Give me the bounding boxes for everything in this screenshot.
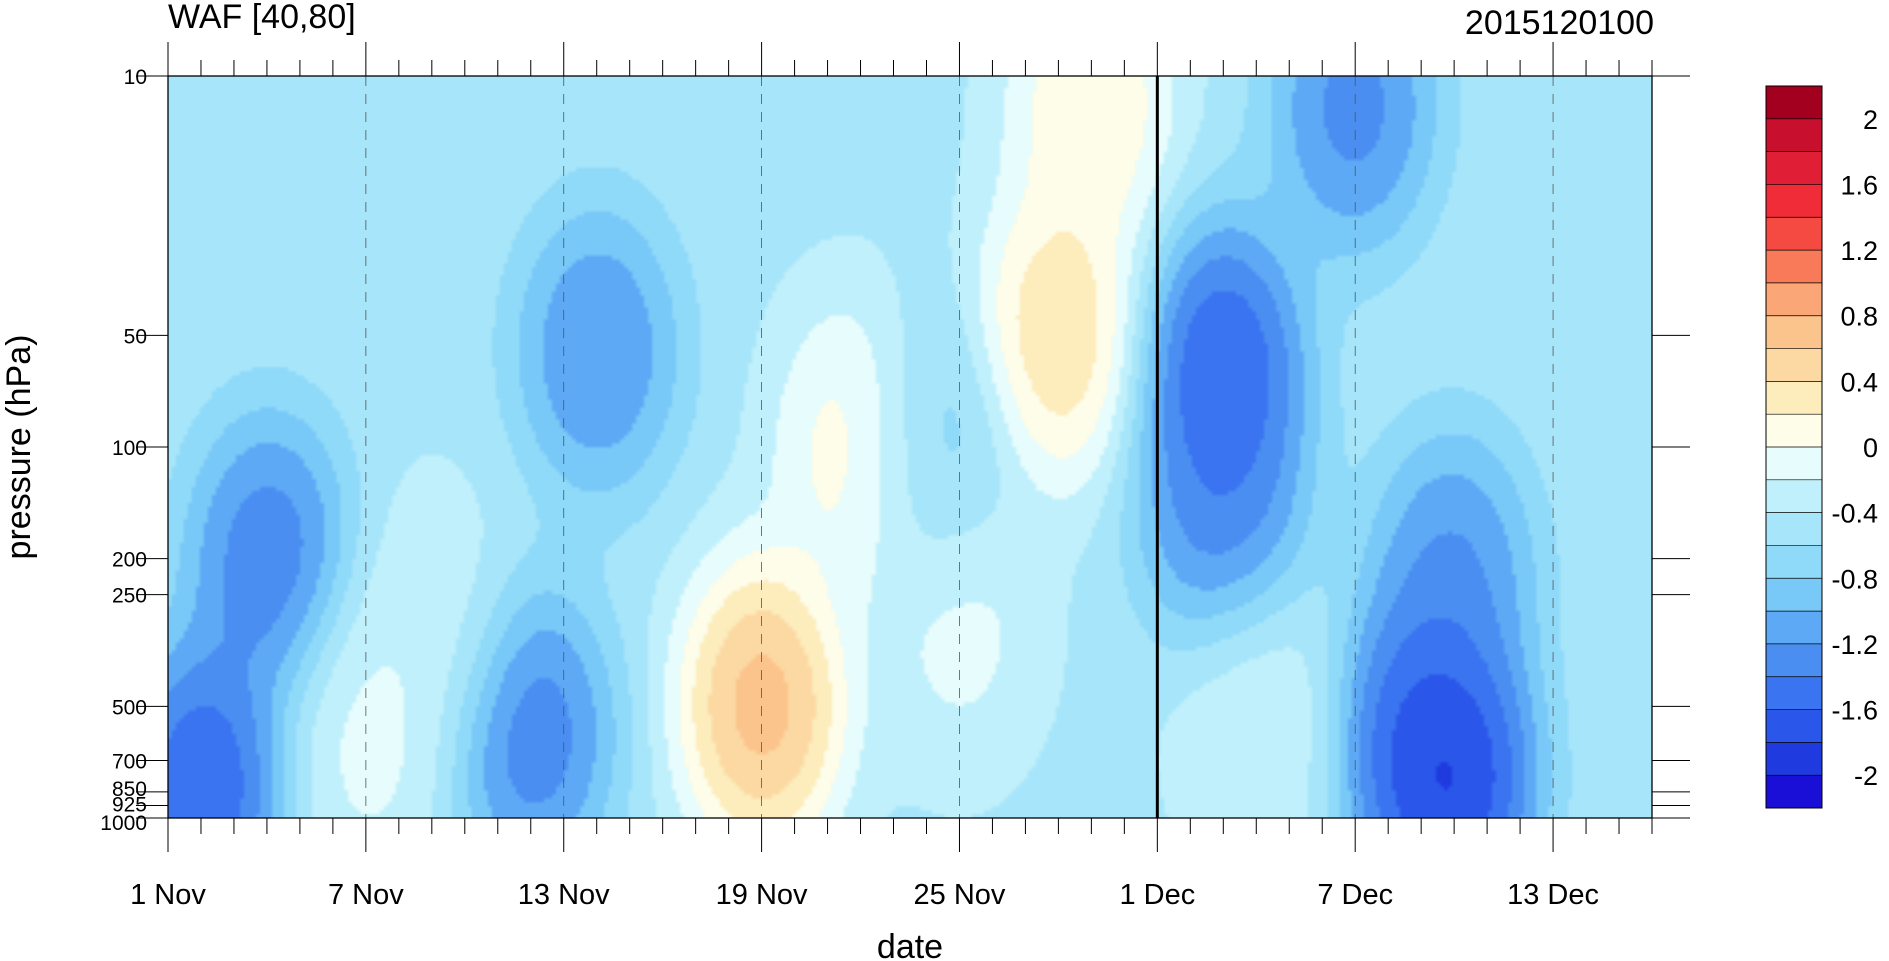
colorbar-swatch: [1766, 545, 1822, 579]
x-tick-label: 1 Dec: [1119, 879, 1195, 911]
y-tick-label: 925: [112, 793, 147, 816]
colorbar-swatch: [1766, 381, 1822, 415]
y-tick-label: 50: [124, 325, 147, 348]
colorbar-swatch: [1766, 250, 1822, 284]
colorbar-label: 1.2: [1840, 236, 1878, 266]
x-axis-label: date: [877, 928, 943, 961]
y-tick-label: 250: [112, 585, 147, 608]
y-axis-label: pressure (hPa): [0, 335, 38, 560]
colorbar-swatch: [1766, 742, 1822, 776]
plot-frame: [167, 75, 1653, 819]
chart-title: WAF [40,80]: [168, 0, 356, 36]
colorbar-swatch: [1766, 184, 1822, 218]
colorbar-label: -1.2: [1831, 630, 1878, 660]
colorbar-swatch: [1766, 348, 1822, 382]
colorbar-swatch: [1766, 479, 1822, 514]
y-tick-label: 500: [112, 696, 147, 719]
waf-field-image: [168, 76, 1652, 818]
x-tick-label: 19 Nov: [716, 879, 808, 911]
colorbar-label: -0.4: [1831, 499, 1878, 529]
y-tick-label: 1000: [100, 812, 147, 835]
y-tick-label: 700: [112, 751, 147, 774]
colorbar-label: 0: [1863, 433, 1878, 463]
colorbar-label: -1.6: [1831, 696, 1878, 726]
colorbar-swatch: [1766, 447, 1822, 481]
y-tick-label: 850: [112, 778, 147, 801]
colorbar-swatch: [1766, 643, 1822, 678]
colorbar-swatch: [1766, 512, 1822, 546]
y-tick-label: 200: [112, 549, 147, 572]
colorbar-label: -2: [1854, 761, 1878, 791]
x-tick-label: 13 Nov: [518, 879, 610, 911]
colorbar-label: 1.6: [1840, 170, 1878, 200]
colorbar-swatch: [1766, 315, 1822, 349]
plot-area: 1 Nov 7 Nov 13 Nov 19 Nov 25 Nov 1 Dec 7 Dec 13…: [100, 42, 1690, 911]
chart-subtitle: 2015120100: [1465, 4, 1654, 42]
axis-ticks: 1 Nov 7 Nov 13 Nov 19 Nov 25 Nov 1 Dec 7 Dec 13…: [100, 42, 1690, 911]
x-tick-label: 13 Dec: [1507, 879, 1599, 911]
colorbar-frame: [1765, 85, 1823, 809]
colorbar-swatch: [1766, 217, 1822, 251]
colorbar-swatch: [1766, 709, 1822, 743]
colorbar-swatch: [1766, 118, 1822, 153]
colorbar-label: -0.8: [1831, 564, 1878, 594]
colorbar-swatch: [1766, 414, 1822, 448]
colorbar-swatch: [1766, 282, 1822, 317]
colorbar-swatch: [1766, 775, 1822, 809]
y-tick-label: 100: [112, 437, 147, 460]
colorbar-swatch: [1766, 578, 1822, 612]
colorbar-swatch: [1766, 611, 1822, 645]
x-tick-label: 25 Nov: [914, 879, 1006, 911]
x-tick-label: 7 Dec: [1317, 879, 1393, 911]
colorbar-label: 0.4: [1840, 367, 1878, 397]
x-tick-label: 1 Nov: [130, 879, 206, 911]
colorbar-label: 2: [1863, 105, 1878, 135]
colorbar: 2 1.6 1.2 0.8 0.4 0 -0.4 -0.8 -1.2 -1.6 -2: [1765, 85, 1878, 809]
colorbar-label: 0.8: [1840, 302, 1878, 332]
colorbar-swatch: [1766, 86, 1822, 120]
colorbar-swatch: [1766, 151, 1822, 185]
x-tick-label: 7 Nov: [328, 879, 404, 911]
y-tick-label: 10: [124, 66, 147, 89]
colorbar-swatch: [1766, 676, 1822, 710]
